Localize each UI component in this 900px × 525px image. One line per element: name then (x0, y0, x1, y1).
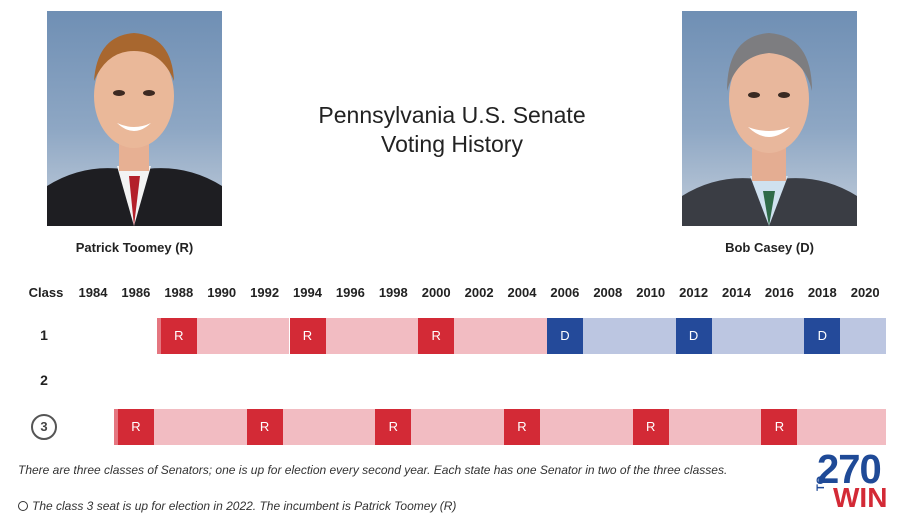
year-header-1986: 1986 (121, 285, 151, 300)
senator-photo-casey (682, 11, 857, 226)
class-1-label: 1 (40, 327, 48, 343)
270towin-logo[interactable]: 270 TO WIN (815, 448, 888, 514)
class-2-label: 2 (40, 372, 48, 388)
election-marker-2000[interactable]: R (418, 318, 455, 354)
year-header-1992: 1992 (250, 285, 280, 300)
year-header-1994: 1994 (293, 285, 322, 300)
portrait-toomey-image (47, 33, 222, 226)
election-marker-2018[interactable]: D (804, 318, 841, 354)
election-marker-2016[interactable]: R (761, 409, 798, 445)
year-header-2014: 2014 (722, 285, 751, 300)
election-marker-2010[interactable]: R (632, 409, 669, 445)
year-header-2020: 2020 (850, 285, 880, 300)
year-header-1998: 1998 (378, 285, 408, 300)
election-marker-1986[interactable]: R (117, 409, 154, 445)
page-title: Pennsylvania U.S. Senate Voting History (252, 101, 652, 159)
election-marker-2006[interactable]: D (546, 318, 583, 354)
election-marker-2012[interactable]: D (675, 318, 712, 354)
year-header-2010: 2010 (636, 285, 666, 300)
page-title-line1: Pennsylvania U.S. Senate (318, 102, 586, 128)
year-header-2004: 2004 (507, 285, 537, 300)
class-1-start-edge (156, 318, 161, 354)
classes-explanation-note: There are three classes of Senators; one… (18, 463, 728, 477)
election-marker-1988[interactable]: R (160, 318, 197, 354)
election-marker-2004[interactable]: R (504, 409, 540, 445)
year-header-1996: 1996 (335, 285, 365, 300)
year-header-2008: 2008 (593, 285, 623, 300)
upcoming-election-note: The class 3 seat is up for election in 2… (18, 499, 456, 513)
year-header-2000: 2000 (421, 285, 451, 300)
portrait-casey-image (682, 33, 857, 226)
election-marker-1992[interactable]: R (246, 409, 283, 445)
year-header-2018: 2018 (807, 285, 837, 300)
year-header-1984: 1984 (78, 285, 108, 300)
logo-win: WIN (833, 482, 888, 513)
page-title-line2: Voting History (381, 131, 523, 157)
election-marker-1994[interactable]: R (289, 318, 326, 354)
logo-to: TO (815, 475, 827, 491)
upcoming-election-text: The class 3 seat is up for election in 2… (32, 499, 457, 513)
senator-name-right: Bob Casey (D) (725, 240, 814, 255)
circle-bullet-icon (18, 501, 28, 511)
year-header-1988: 1988 (164, 285, 194, 300)
class-3-label-circled[interactable]: 3 (31, 414, 57, 440)
class-column-header: Class (28, 285, 64, 300)
year-header-2012: 2012 (679, 285, 709, 300)
year-header-1990: 1990 (207, 285, 237, 300)
election-marker-1998[interactable]: R (375, 409, 412, 445)
logo-number: 270 (817, 447, 882, 493)
class-3-start-edge (113, 409, 118, 445)
year-header-2002: 2002 (464, 285, 494, 300)
senator-name-left: Patrick Toomey (R) (75, 240, 194, 255)
year-header-2006: 2006 (550, 285, 580, 300)
senator-photo-toomey (47, 11, 222, 226)
year-header-2016: 2016 (764, 285, 794, 300)
